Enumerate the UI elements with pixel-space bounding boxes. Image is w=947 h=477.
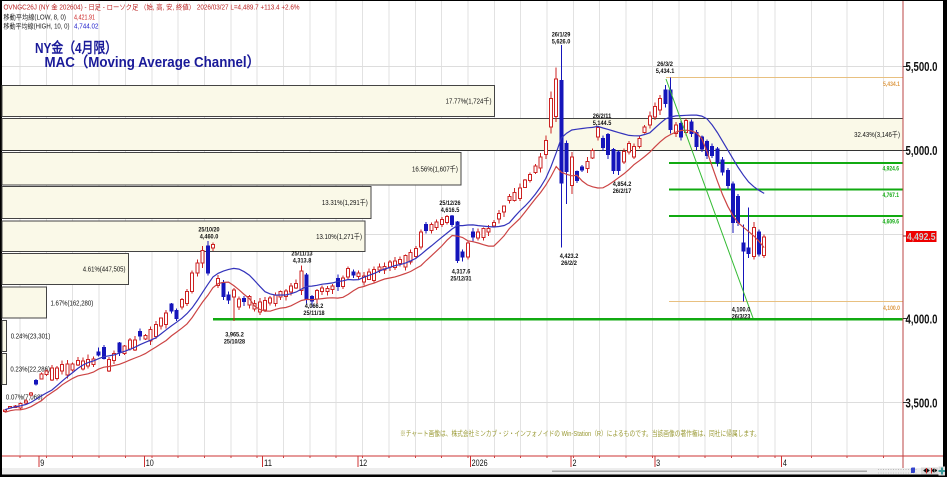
svg-text:0.07%(7,068): 0.07%(7,068) (6, 393, 43, 402)
svg-text:11: 11 (264, 458, 272, 469)
svg-text:3,965.2: 3,965.2 (225, 332, 244, 339)
svg-text:5,500.0: 5,500.0 (906, 59, 938, 74)
svg-text:26/2/2: 26/2/2 (561, 260, 577, 267)
svg-text:4,313.8: 4,313.8 (293, 257, 312, 264)
svg-text:32.43%(3,146千): 32.43%(3,146千) (854, 129, 900, 139)
svg-text:4,767.1: 4,767.1 (883, 192, 900, 199)
svg-text:4,000.0: 4,000.0 (906, 311, 938, 326)
svg-text:4,924.6: 4,924.6 (883, 166, 900, 173)
svg-text:25/10/20: 25/10/20 (198, 227, 220, 234)
svg-text:移動平均線(LOW, 8, 0): 移動平均線(LOW, 8, 0) (4, 13, 67, 22)
svg-text:1.67%(162,280): 1.67%(162,280) (51, 298, 94, 307)
svg-text:4,492.5: 4,492.5 (907, 232, 936, 243)
svg-text:4,317.6: 4,317.6 (452, 269, 471, 276)
svg-text:4,460.0: 4,460.0 (200, 233, 219, 240)
svg-text:2: 2 (573, 458, 577, 469)
svg-text:5,144.5: 5,144.5 (593, 120, 612, 127)
svg-text:4.61%(447,505): 4.61%(447,505) (83, 265, 126, 274)
svg-text:25/12/26: 25/12/26 (439, 200, 461, 207)
svg-text:4,421.91: 4,421.91 (74, 15, 95, 22)
svg-text:移動平均線(HIGH, 10, 0): 移動平均線(HIGH, 10, 0) (4, 22, 70, 31)
svg-text:17.77%(1,724千): 17.77%(1,724千) (446, 96, 492, 106)
svg-text:※チャート画像は、株式会社ミンカブ・ジ・インフォノイドの W: ※チャート画像は、株式会社ミンカブ・ジ・インフォノイドの Win-Station… (400, 429, 760, 438)
svg-text:26/3/23: 26/3/23 (732, 313, 751, 320)
svg-text:4,744.02: 4,744.02 (74, 24, 99, 31)
svg-text:10: 10 (146, 458, 154, 469)
svg-text:12: 12 (359, 458, 367, 469)
svg-text:4,423.2: 4,423.2 (560, 253, 579, 260)
svg-text:26/2/11: 26/2/11 (593, 113, 612, 120)
svg-text:MAC（Moving Average Channel）: MAC（Moving Average Channel） (45, 53, 261, 71)
svg-text:25/12/31: 25/12/31 (450, 275, 472, 282)
svg-text:5,626.0: 5,626.0 (552, 38, 571, 45)
svg-text:26/3/2: 26/3/2 (657, 61, 673, 68)
svg-text:5,434.1: 5,434.1 (883, 81, 900, 88)
svg-text:13.10%(1,271千): 13.10%(1,271千) (316, 231, 362, 241)
svg-text:3,500.0: 3,500.0 (906, 395, 938, 410)
svg-text:4,100.0: 4,100.0 (732, 307, 751, 314)
svg-text:5,434.1: 5,434.1 (656, 68, 675, 75)
svg-text:4,854.2: 4,854.2 (613, 181, 632, 188)
svg-text:0.23%(22,286): 0.23%(22,286) (10, 365, 50, 374)
svg-text:4,066.2: 4,066.2 (305, 303, 324, 310)
svg-text:26/1/29: 26/1/29 (552, 32, 571, 39)
svg-text:16.56%(1,607千): 16.56%(1,607千) (412, 163, 458, 173)
svg-text:NY金（4月限）: NY金（4月限） (35, 39, 117, 57)
svg-text:26/2/17: 26/2/17 (613, 188, 632, 195)
svg-text:25/11/13: 25/11/13 (291, 251, 313, 258)
svg-text:2026: 2026 (472, 458, 488, 469)
svg-text:25/11/18: 25/11/18 (303, 310, 325, 317)
svg-text:13.31%(1,291千): 13.31%(1,291千) (322, 197, 368, 207)
svg-text:9: 9 (40, 458, 44, 469)
svg-text:4: 4 (783, 458, 787, 469)
svg-text:0.24%(23,301): 0.24%(23,301) (11, 332, 51, 341)
svg-text:4,616.5: 4,616.5 (441, 207, 460, 214)
svg-text:OVNGC26J (NY 金 202604) - 日足 -: OVNGC26J (NY 金 202604) - 日足 - ローソク足 （始, … (4, 3, 300, 12)
svg-text:4,100.0: 4,100.0 (883, 305, 900, 312)
svg-text:5,000.0: 5,000.0 (906, 143, 938, 158)
svg-text:3: 3 (656, 458, 660, 469)
svg-text:4,609.6: 4,609.6 (883, 219, 900, 226)
svg-text:25/10/28: 25/10/28 (224, 338, 246, 345)
